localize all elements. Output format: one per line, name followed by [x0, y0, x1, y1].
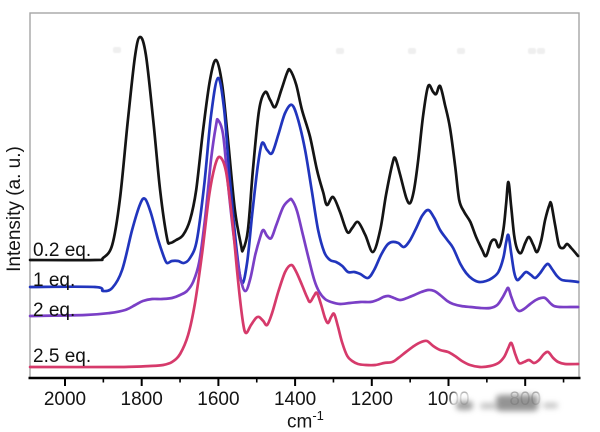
watermark-residue: [537, 48, 545, 54]
blur-smudge: [543, 403, 558, 408]
series-label-0.2-eq: 0.2 eq.: [33, 240, 92, 261]
watermark-residue: [457, 48, 465, 54]
watermark-blur-overlay: [440, 388, 564, 424]
watermark-residue: [408, 48, 416, 54]
spectrum-curve-0.2-eq.: [28, 35, 580, 262]
series-label-2.5-eq: 2.5 eq.: [33, 346, 92, 367]
watermark-residue: [336, 48, 344, 54]
blur-smudge: [456, 401, 473, 410]
x-tick-label-1800: 1800: [120, 389, 163, 410]
series-label-2-eq: 2 eq.: [33, 300, 76, 321]
blur-smudge: [480, 403, 496, 409]
x-axis-title: cm-1: [287, 408, 324, 432]
plot-border: [29, 12, 580, 379]
x-tick-label-1200: 1200: [350, 389, 393, 410]
x-tick-label-1600: 1600: [197, 389, 240, 410]
x-axis-unit-exponent: -1: [312, 408, 324, 423]
x-axis-unit-base: cm: [287, 411, 313, 432]
x-tick-label-2000: 2000: [43, 389, 87, 410]
watermark-residue: [528, 48, 536, 54]
spectrum-curve-1-eq.: [28, 76, 580, 293]
series-label-1-eq: 1 eq.: [33, 270, 76, 291]
y-axis-title: Intensity (a. u.): [4, 146, 25, 272]
blur-smudge: [496, 395, 538, 411]
watermark-residue: [113, 47, 121, 53]
spectrum-curve-2.5-eq.: [28, 155, 580, 369]
x-tick-label-1400: 1400: [273, 389, 317, 410]
